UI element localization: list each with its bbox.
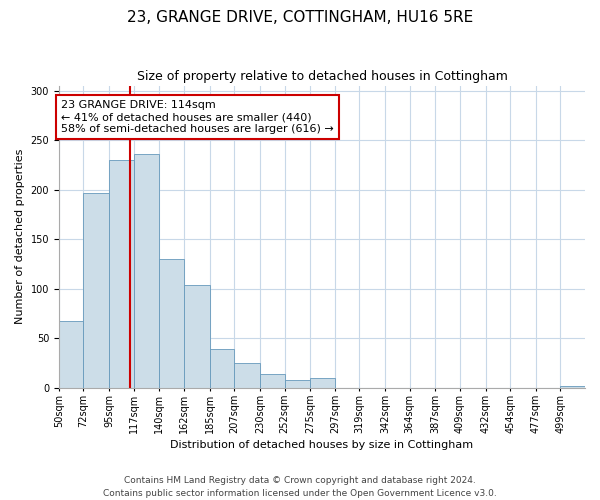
Text: 23, GRANGE DRIVE, COTTINGHAM, HU16 5RE: 23, GRANGE DRIVE, COTTINGHAM, HU16 5RE <box>127 10 473 25</box>
Bar <box>184 285 209 388</box>
X-axis label: Distribution of detached houses by size in Cottingham: Distribution of detached houses by size … <box>170 440 473 450</box>
Bar <box>109 160 134 388</box>
Bar <box>260 374 284 388</box>
Bar <box>209 350 234 388</box>
Text: 23 GRANGE DRIVE: 114sqm
← 41% of detached houses are smaller (440)
58% of semi-d: 23 GRANGE DRIVE: 114sqm ← 41% of detache… <box>61 100 334 134</box>
Bar <box>59 320 83 388</box>
Y-axis label: Number of detached properties: Number of detached properties <box>15 149 25 324</box>
Bar <box>134 154 160 388</box>
Bar <box>284 380 310 388</box>
Bar <box>160 259 184 388</box>
Title: Size of property relative to detached houses in Cottingham: Size of property relative to detached ho… <box>137 70 508 83</box>
Text: Contains HM Land Registry data © Crown copyright and database right 2024.
Contai: Contains HM Land Registry data © Crown c… <box>103 476 497 498</box>
Bar <box>310 378 335 388</box>
Bar <box>83 192 109 388</box>
Bar <box>560 386 585 388</box>
Bar <box>234 363 260 388</box>
